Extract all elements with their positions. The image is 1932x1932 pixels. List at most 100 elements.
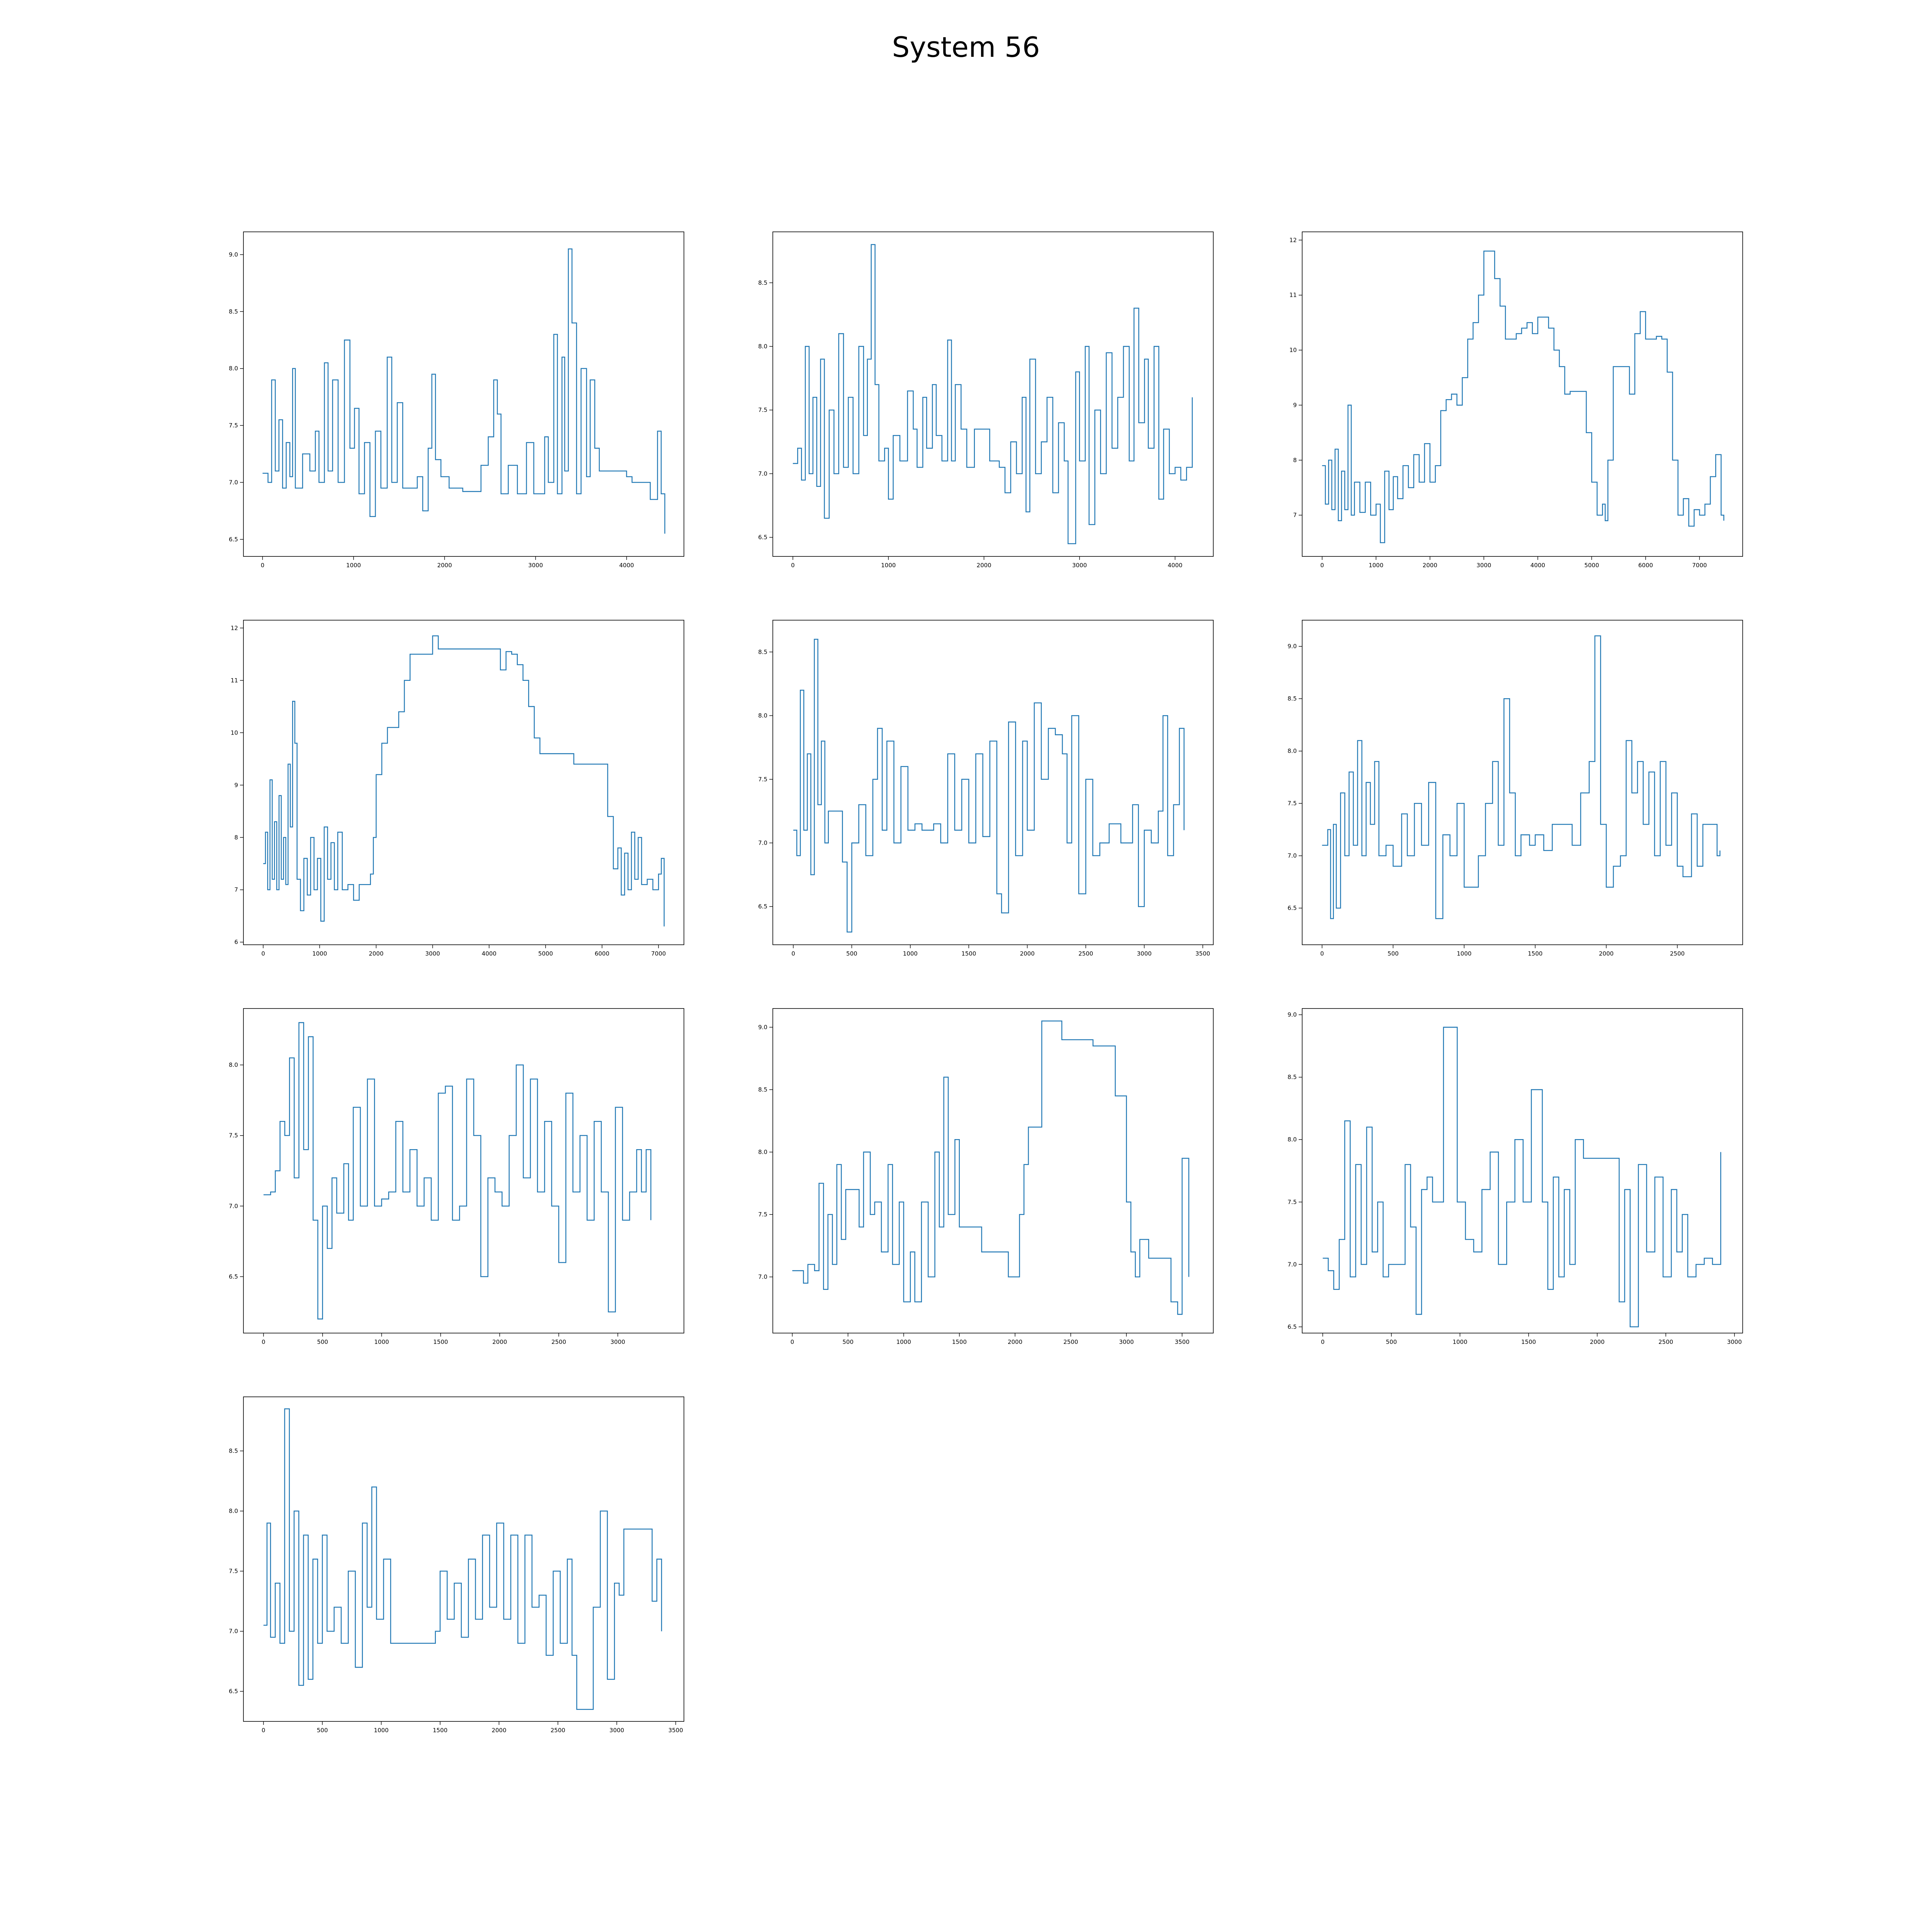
y-tick-label: 7.5 — [758, 406, 767, 413]
y-tick-label: 7.0 — [758, 470, 767, 477]
x-tick-label: 2000 — [492, 1727, 506, 1734]
x-tick-label: 500 — [1386, 1338, 1397, 1345]
series-line — [263, 635, 665, 927]
x-tick-label: 0 — [262, 1727, 265, 1734]
x-tick-label: 2000 — [492, 1338, 507, 1345]
x-tick-label: 4000 — [1531, 562, 1545, 569]
x-tick-label: 0 — [791, 1338, 794, 1345]
x-tick-label: 2000 — [437, 562, 452, 569]
x-tick-label: 2000 — [1020, 950, 1034, 957]
subplot-10: 0 500 1000 1500 2000 2500 3000 3500 6.5 7.0 7.5 8.0… — [229, 1396, 684, 1734]
y-tick-label: 9.0 — [1287, 1011, 1297, 1018]
y-tick-label: 6.5 — [1287, 905, 1297, 912]
y-tick-label: 8.5 — [229, 308, 238, 315]
y-tick-label: 7.5 — [758, 1211, 767, 1218]
x-tick-label: 2500 — [551, 1727, 565, 1734]
x-tick-label: 0 — [791, 950, 795, 957]
x-tick-label: 3000 — [1727, 1338, 1742, 1345]
axes-frame — [772, 620, 1214, 945]
x-tick-label: 2500 — [1063, 1338, 1078, 1345]
y-tick-label: 8 — [1293, 457, 1297, 464]
y-tick-label: 8.5 — [1287, 1074, 1297, 1081]
axes-frame — [243, 1396, 684, 1722]
x-tick-label: 1000 — [1457, 950, 1471, 957]
x-tick-label: 1500 — [1521, 1338, 1536, 1345]
y-tick-label: 8.5 — [758, 279, 767, 286]
x-tick-label: 1000 — [374, 1727, 389, 1734]
y-tick-label: 6 — [234, 939, 238, 946]
x-tick-label: 0 — [1320, 950, 1324, 957]
x-tick-label: 1000 — [903, 950, 918, 957]
y-tick-label: 7.0 — [229, 1202, 238, 1209]
subplot-6: 0 500 1000 1500 2000 2500 6.5 7.0 7.5 8.0 8.5 9.0 — [1287, 620, 1743, 957]
x-tick-label: 7000 — [651, 950, 666, 957]
x-tick-label: 3500 — [1196, 950, 1210, 957]
x-tick-label: 500 — [1388, 950, 1399, 957]
axes-frame — [1302, 1008, 1743, 1333]
subplot-3: 0 1000 2000 3000 4000 5000 6000 7000 7 8 9 10 11 12 — [1289, 231, 1743, 569]
series-line — [1323, 1027, 1721, 1327]
x-tick-label: 3000 — [1072, 562, 1087, 569]
x-tick-label: 3000 — [425, 950, 440, 957]
subplot-7: 0 500 1000 1500 2000 2500 3000 6.5 7.0 7.5 8.0 — [229, 1008, 684, 1345]
x-tick-label: 5000 — [1584, 562, 1599, 569]
y-tick-label: 6.5 — [758, 903, 767, 910]
x-tick-label: 2500 — [551, 1338, 566, 1345]
y-tick-label: 7.0 — [1287, 852, 1297, 859]
x-tick-label: 2500 — [1670, 950, 1685, 957]
y-tick-label: 6.5 — [229, 1688, 238, 1695]
x-tick-label: 1500 — [952, 1338, 967, 1345]
y-tick-label: 7.5 — [229, 422, 238, 429]
y-tick-label: 8.0 — [758, 712, 767, 719]
y-tick-label: 6.5 — [1287, 1323, 1297, 1330]
y-tick-label: 12 — [231, 624, 238, 631]
x-tick-label: 0 — [261, 950, 265, 957]
y-tick-label: 6.5 — [229, 1273, 238, 1280]
axes-frame — [772, 1008, 1214, 1333]
y-tick-label: 7.0 — [758, 839, 767, 846]
y-tick-label: 10 — [231, 729, 238, 736]
x-tick-label: 6000 — [1638, 562, 1653, 569]
x-tick-label: 2000 — [369, 950, 383, 957]
x-tick-label: 1000 — [312, 950, 327, 957]
series-line — [262, 248, 665, 534]
x-tick-label: 3500 — [1175, 1338, 1189, 1345]
y-tick-label: 11 — [231, 677, 238, 684]
x-tick-label: 500 — [317, 1338, 328, 1345]
x-tick-label: 4000 — [1168, 562, 1182, 569]
y-tick-label: 7.5 — [1287, 1199, 1297, 1206]
x-tick-label: 2000 — [1599, 950, 1614, 957]
y-tick-label: 7.5 — [1287, 800, 1297, 807]
x-tick-label: 1000 — [896, 1338, 911, 1345]
x-tick-label: 3000 — [1476, 562, 1491, 569]
x-tick-label: 500 — [846, 950, 857, 957]
y-tick-label: 7.0 — [229, 1628, 238, 1635]
x-tick-label: 5000 — [538, 950, 553, 957]
y-tick-label: 9.0 — [758, 1024, 767, 1031]
y-tick-label: 8.5 — [758, 648, 767, 655]
y-tick-label: 10 — [1289, 347, 1297, 354]
x-tick-label: 500 — [842, 1338, 854, 1345]
axes-frame — [243, 1008, 684, 1333]
axes-frame — [243, 231, 684, 557]
subplot-5: 0 500 1000 1500 2000 2500 3000 3500 6.5 7.0 7.5 8.0… — [758, 620, 1214, 957]
y-tick-label: 7.5 — [229, 1132, 238, 1139]
x-tick-label: 3000 — [609, 1727, 624, 1734]
x-tick-label: 3000 — [1119, 1338, 1134, 1345]
x-tick-label: 2000 — [1008, 1338, 1022, 1345]
y-tick-label: 9 — [1293, 401, 1297, 408]
y-tick-label: 7 — [234, 886, 238, 893]
y-tick-label: 8 — [234, 834, 238, 841]
x-tick-label: 1000 — [1369, 562, 1383, 569]
x-tick-label: 4000 — [619, 562, 634, 569]
y-tick-label: 8.0 — [229, 365, 238, 372]
y-tick-label: 7.5 — [758, 776, 767, 783]
series-line — [264, 1022, 651, 1320]
x-tick-label: 6000 — [595, 950, 609, 957]
x-tick-label: 1000 — [374, 1338, 389, 1345]
series-line — [792, 1020, 1189, 1315]
axes-frame — [243, 620, 684, 945]
x-tick-label: 1500 — [433, 1338, 448, 1345]
series-line — [793, 244, 1193, 544]
y-tick-label: 7.0 — [229, 479, 238, 486]
